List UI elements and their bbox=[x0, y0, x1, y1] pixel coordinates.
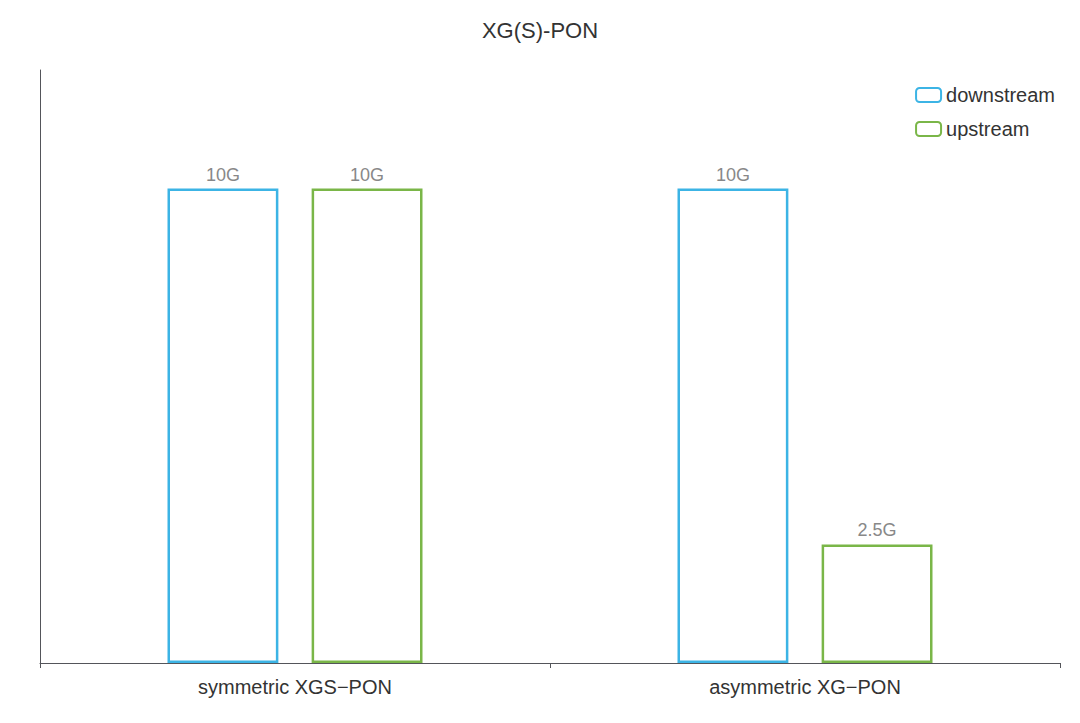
svg-text:10G: 10G bbox=[716, 165, 750, 185]
svg-text:downstream: downstream bbox=[946, 84, 1055, 106]
svg-text:asymmetric XG−PON: asymmetric XG−PON bbox=[709, 676, 901, 698]
svg-text:symmetric XGS−PON: symmetric XGS−PON bbox=[198, 676, 392, 698]
svg-text:10G: 10G bbox=[350, 165, 384, 185]
svg-text:2.5G: 2.5G bbox=[858, 520, 897, 540]
svg-text:10G: 10G bbox=[206, 165, 240, 185]
svg-text:upstream: upstream bbox=[946, 118, 1029, 140]
svg-text:XG(S)-PON: XG(S)-PON bbox=[482, 18, 598, 43]
